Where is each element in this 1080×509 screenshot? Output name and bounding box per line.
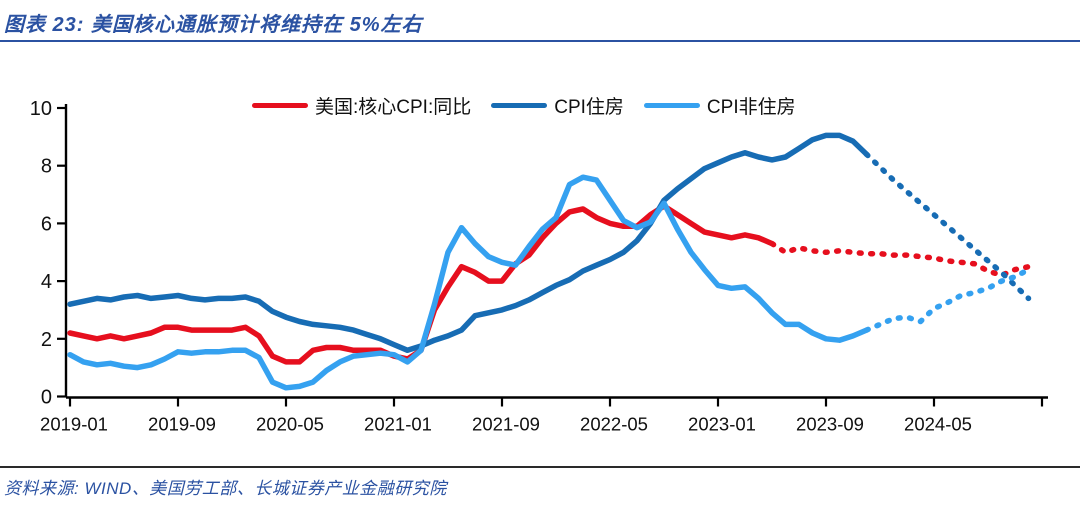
y-tick-label: 10 [30,98,52,120]
chart-title: 图表 23: 美国核心通胀预计将维持在 5%左右 [4,14,423,36]
x-tick-label: 2019-01 [40,414,108,435]
chart-header: 图表 23: 美国核心通胀预计将维持在 5%左右 [0,0,1080,42]
series-line-forecast-dotted-0 [769,240,1032,279]
y-tick-label: 4 [41,271,52,293]
x-tick-label: 2019-09 [148,414,216,435]
legend-item-core-cpi: 美国:核心CPI:同比 [252,92,471,119]
x-tick-label: 2020-05 [256,414,324,435]
y-tick-label: 8 [41,156,52,178]
legend-item-cpi-nonhousing: CPI非住房 [643,92,796,119]
x-tick-label: 2023-09 [796,414,864,435]
core-cpi-line-marker-icon [252,103,308,108]
series-line-forecast-dotted-1 [863,151,1032,302]
series-line-solid-2 [67,174,870,391]
series-line-solid-1 [67,132,870,354]
x-tick-label: 2022-05 [580,414,648,435]
legend-label-core-cpi: 美国:核心CPI:同比 [315,97,472,118]
cpi-nonhousing-line-marker-icon [643,103,700,108]
legend-label-cpi-housing: CPI住房 [554,97,624,118]
y-tick-label: 6 [41,213,52,235]
y-tick-label: 0 [41,387,52,409]
legend-item-cpi-housing: CPI住房 [491,92,624,119]
legend-label-cpi-nonhousing: CPI非住房 [706,97,796,118]
series-line-forecast-dotted-2 [863,266,1032,333]
x-tick-label: 2021-09 [472,414,540,435]
chart-footer: 资料来源: WIND、美国劳工部、长城证券产业金融研究院 [0,466,1080,509]
cpi-housing-line-marker-icon [491,103,548,108]
series-line-solid-0 [67,203,775,365]
y-tick-label: 2 [41,329,52,351]
chart-legend: 美国:核心CPI:同比 CPI住房 CPI非住房 [252,92,810,119]
x-tick-label: 2024-05 [904,414,972,435]
x-tick-label: 2021-01 [364,414,432,435]
x-tick-label: 2023-01 [688,414,756,435]
data-source-note: 资料来源: WIND、美国劳工部、长城证券产业金融研究院 [4,479,447,498]
